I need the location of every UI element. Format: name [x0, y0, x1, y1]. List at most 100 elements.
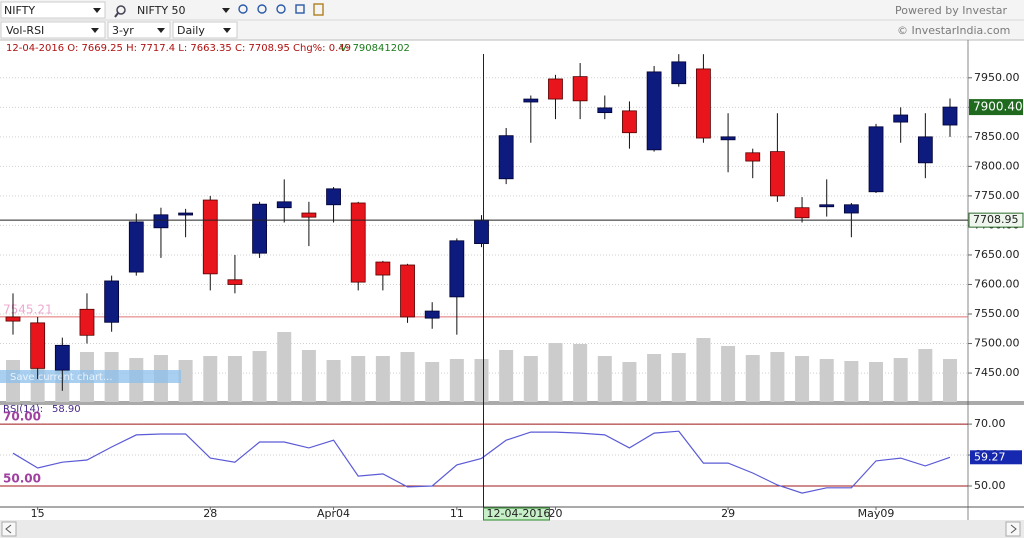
- volume-bar: [745, 355, 760, 402]
- volume-bar: [203, 356, 218, 402]
- dropdown-arrow[interactable]: [157, 28, 165, 33]
- volume-bar: [523, 356, 538, 402]
- x-tick-label: May09: [858, 507, 895, 520]
- dropdown-arrow[interactable]: [222, 8, 230, 13]
- scroll-left[interactable]: [1, 521, 17, 537]
- candle-body: [104, 280, 120, 323]
- zoom-fit-icon[interactable]: [276, 4, 286, 14]
- volume-bar: [721, 346, 736, 402]
- powered-by: Powered by Investar: [895, 4, 1008, 17]
- candle-body: [252, 203, 267, 254]
- y-tick-label: 70.00: [974, 417, 1006, 430]
- candle-body: [646, 71, 662, 151]
- reference-label: 7545.21: [3, 302, 53, 316]
- zoom-in-icon[interactable]: [238, 4, 248, 14]
- volume-bar: [819, 359, 834, 402]
- save-icon[interactable]: [313, 3, 324, 16]
- y-tick-label: 7600.00: [974, 277, 1020, 290]
- volume-bar: [671, 353, 686, 402]
- scroll-left-arrow: [5, 524, 12, 534]
- rsi-last-label: 59.27: [974, 450, 1006, 463]
- y-tick-label: 7650.00: [974, 248, 1020, 261]
- candle-body: [350, 202, 366, 283]
- rsi-line: [12, 430, 951, 494]
- rsi-label: RSI(14):: [3, 404, 43, 415]
- symbol-input[interactable]: [0, 1, 106, 19]
- scrollbar[interactable]: [0, 520, 1024, 538]
- candle-body: [548, 78, 563, 100]
- candle-body: [79, 308, 95, 336]
- zoom-box-icon[interactable]: [295, 4, 305, 14]
- candle-body: [745, 152, 761, 162]
- candle-body: [375, 261, 391, 276]
- zoom-out-icon[interactable]: [257, 4, 267, 14]
- period: 3-yr: [112, 24, 134, 37]
- last-price-box: [969, 99, 1023, 116]
- candle-body: [720, 136, 736, 141]
- period-input[interactable]: [107, 21, 171, 39]
- indicator-input[interactable]: [0, 21, 106, 39]
- candle-body: [474, 219, 489, 244]
- y-tick-label: 7550.00: [974, 307, 1020, 320]
- volume-bar: [548, 343, 563, 402]
- volume-bar: [943, 359, 957, 402]
- index-name: NIFTY 50: [137, 4, 186, 17]
- volume-bar: [770, 352, 785, 402]
- candle-body: [30, 322, 46, 369]
- interval-input[interactable]: [172, 21, 238, 39]
- candle-body: [128, 221, 144, 273]
- volume-bar: [869, 362, 884, 402]
- volume-bar: [499, 350, 514, 402]
- y-tick-label: 50.00: [974, 479, 1006, 492]
- symbol: NIFTY: [4, 4, 35, 17]
- interval: Daily: [177, 24, 205, 37]
- candle-body: [5, 316, 21, 322]
- candle-body: [597, 107, 613, 114]
- search-icon: [114, 12, 119, 18]
- y-tick-label: 7750.00: [974, 189, 1020, 202]
- volume-bar: [474, 359, 489, 402]
- y-tick-label: 7950.00: [974, 71, 1020, 84]
- candle-body: [843, 204, 859, 214]
- scroll-right-arrow: [1010, 524, 1017, 534]
- rsi-level-label: 70.00: [3, 410, 41, 424]
- volume-bar: [277, 332, 292, 402]
- save-hint[interactable]: Save current chart...: [10, 372, 113, 383]
- candle-body: [153, 214, 169, 229]
- volume-bar: [425, 362, 440, 402]
- cursor-price-label: 7708.95: [973, 213, 1019, 226]
- candle-body: [326, 188, 341, 206]
- candle-body: [868, 126, 884, 193]
- dropdown-arrow[interactable]: [223, 28, 231, 33]
- candle-body: [400, 264, 415, 318]
- rsi-level-label: 50.00: [3, 471, 41, 485]
- candle-body: [523, 98, 539, 103]
- x-tick-label: 28: [203, 507, 217, 520]
- candle-body: [424, 310, 440, 319]
- volume-bar: [400, 352, 415, 402]
- candle-body: [301, 212, 317, 218]
- volume-bar: [227, 356, 242, 402]
- scroll-right[interactable]: [1005, 521, 1021, 537]
- info-line: 12-04-2016 O: 7669.25 H: 7717.4 L: 7663.…: [6, 43, 351, 54]
- info-volume: V: 790841202: [340, 43, 410, 54]
- x-tick-label: 29: [721, 507, 735, 520]
- volume-bar: [375, 356, 390, 402]
- dropdown-arrow[interactable]: [93, 8, 101, 13]
- volume-bar: [597, 356, 612, 402]
- volume-bar: [252, 351, 267, 402]
- search-icon[interactable]: [116, 5, 126, 15]
- dropdown-arrow[interactable]: [91, 28, 99, 33]
- rsi-last-box: [970, 450, 1022, 465]
- candle-body: [769, 151, 785, 197]
- x-tick-label: 20: [548, 507, 562, 520]
- y-tick-label: 7850.00: [974, 130, 1020, 143]
- copyright: © InvestarIndia.com: [897, 24, 1010, 37]
- y-tick-label: 7450.00: [974, 366, 1020, 379]
- volume-bar: [301, 350, 316, 402]
- candle-body: [917, 136, 933, 164]
- volume-bar: [647, 354, 662, 402]
- volume-bar: [573, 344, 588, 402]
- y-tick-label: 7800.00: [974, 159, 1020, 172]
